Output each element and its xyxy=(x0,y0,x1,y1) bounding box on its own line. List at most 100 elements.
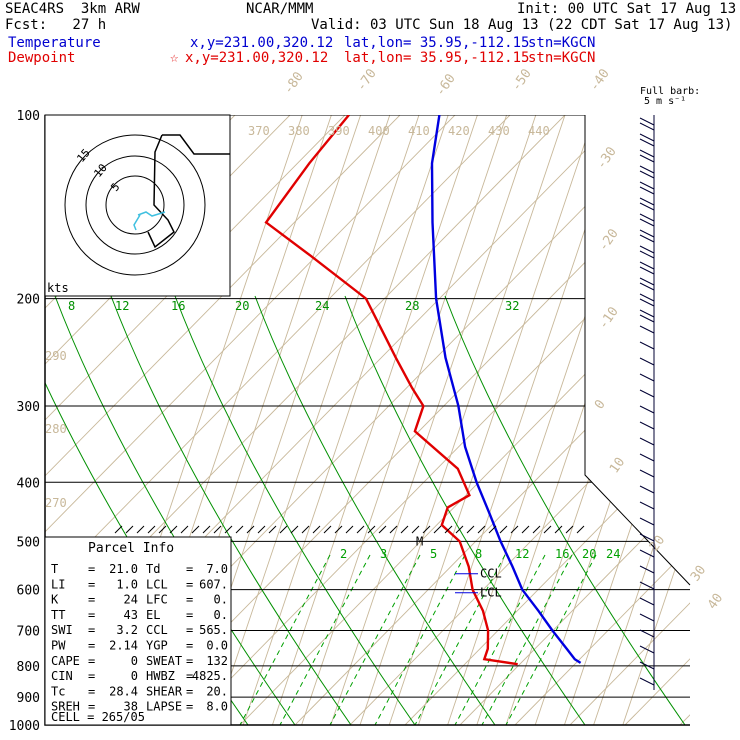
pressure-tick-label: 600 xyxy=(17,584,40,599)
parcel-eq: = xyxy=(88,654,95,668)
parcel-key: T xyxy=(51,562,58,576)
parcel-eq: = xyxy=(186,700,193,714)
hodograph-trace xyxy=(147,134,175,249)
theta-label: 390 xyxy=(328,124,350,138)
parcel-eq: = xyxy=(88,623,95,637)
hatch-mark xyxy=(356,525,365,534)
isotherm-line xyxy=(388,115,595,725)
pressure-tick-label: 400 xyxy=(17,476,40,491)
parcel-value: 43 xyxy=(124,608,138,622)
wind-barb xyxy=(639,117,655,126)
hatch-mark xyxy=(246,525,255,534)
hatch-mark xyxy=(290,525,299,534)
wind-barb xyxy=(639,250,655,259)
temperature-coords: x,y=231.00,320.12 xyxy=(190,35,334,51)
temperature-station: stn=KGCN xyxy=(528,35,596,51)
isotherm-line xyxy=(242,115,449,725)
hatch-mark xyxy=(477,525,486,534)
moist-adiabat-line xyxy=(344,295,586,725)
theta-label: 430 xyxy=(488,124,510,138)
wind-barb xyxy=(639,165,655,174)
isotherm-line xyxy=(301,115,508,725)
wind-barb xyxy=(639,677,655,686)
parcel-eq: = xyxy=(88,684,95,698)
wind-barb xyxy=(639,613,655,622)
parcel-eq: = xyxy=(186,639,193,653)
isotherm-label: -70 xyxy=(354,66,380,94)
dry-adiabat-line xyxy=(569,115,690,725)
mixing-ratio-label: 16 xyxy=(555,547,569,561)
wind-barb xyxy=(639,645,655,654)
parcel-eq: = xyxy=(186,577,193,591)
hatch-mark xyxy=(499,525,508,534)
hatch-mark xyxy=(466,525,475,534)
theta-label: 420 xyxy=(448,124,470,138)
hatch-mark xyxy=(543,525,552,534)
parcel-key: Td xyxy=(146,562,160,576)
hatch-mark xyxy=(191,525,200,534)
parcel-eq: = xyxy=(186,654,193,668)
hatch-mark xyxy=(510,525,519,534)
dry-adiabat-line xyxy=(45,115,456,725)
hatch-mark xyxy=(521,525,530,534)
parcel-value: 3.2 xyxy=(116,623,138,637)
dry-adiabat-line xyxy=(45,115,346,725)
isotherm-label: -60 xyxy=(433,71,459,99)
dewpoint-legend-label: Dewpoint xyxy=(8,50,76,66)
parcel-value: 21.0 xyxy=(109,562,138,576)
moist-adiabat-label: 20 xyxy=(235,299,249,313)
mixing-ratio-label: 12 xyxy=(515,547,529,561)
hatch-mark xyxy=(411,525,420,534)
parcel-value: 132 xyxy=(206,654,228,668)
wind-barb xyxy=(639,389,655,398)
dry-adiabat-line xyxy=(0,115,15,725)
parcel-eq: = xyxy=(186,684,193,698)
wind-barb xyxy=(639,197,655,206)
parcel-value: 0. xyxy=(214,608,228,622)
wind-barb xyxy=(639,309,655,318)
moist-adiabat-line xyxy=(110,295,352,725)
parcel-value: 0 xyxy=(131,654,138,668)
wind-barb xyxy=(639,421,655,430)
isotherm-line xyxy=(593,115,690,725)
mixing-ratio-label: 3 xyxy=(380,547,387,561)
parcel-value: 7.0 xyxy=(206,562,228,576)
dry-adiabat-line xyxy=(239,115,690,725)
wind-barb xyxy=(639,517,655,526)
parcel-value: 1.0 xyxy=(116,577,138,591)
isotherm-line xyxy=(359,115,566,725)
dry-adiabat-line xyxy=(735,115,740,725)
moist-adiabat-label: 12 xyxy=(115,299,129,313)
parcel-value: 4825. xyxy=(192,669,228,683)
isotherm-line xyxy=(534,115,690,725)
wind-barb xyxy=(639,245,655,254)
moist-adiabat-label: 16 xyxy=(171,299,185,313)
wind-barb xyxy=(639,581,655,590)
level-marker-m: M xyxy=(416,534,423,548)
moist-adiabat-line xyxy=(54,295,296,725)
pressure-tick-label: 800 xyxy=(17,660,40,675)
dry-adiabat-line xyxy=(349,115,690,725)
hatch-mark xyxy=(169,525,178,534)
dry-adiabat-line xyxy=(624,115,690,725)
parcel-eq: = xyxy=(88,577,95,591)
parcel-key: SREH xyxy=(51,700,80,714)
dewpoint-coords: x,y=231.00,320.12 xyxy=(185,50,329,66)
level-marker-lcl: LCL xyxy=(480,586,502,600)
temperature-profile-line xyxy=(430,115,582,664)
isotherm-label: -80 xyxy=(281,69,307,97)
parcel-value: 20. xyxy=(206,684,228,698)
wind-barb xyxy=(639,229,655,238)
parcel-value: 8.0 xyxy=(206,700,228,714)
isotherm-label: -10 xyxy=(596,304,622,332)
model-title: SEAC4RS 3km ARW xyxy=(5,1,140,17)
parcel-key: SWI xyxy=(51,623,73,637)
hatch-mark xyxy=(400,525,409,534)
hatch-mark xyxy=(268,525,277,534)
wind-barb xyxy=(639,261,655,270)
theta-label: 290 xyxy=(45,349,67,363)
mixing-ratio-label: 20 xyxy=(582,547,596,561)
hatch-mark xyxy=(224,525,233,534)
wind-barb xyxy=(639,325,655,334)
hatch-mark xyxy=(389,525,398,534)
